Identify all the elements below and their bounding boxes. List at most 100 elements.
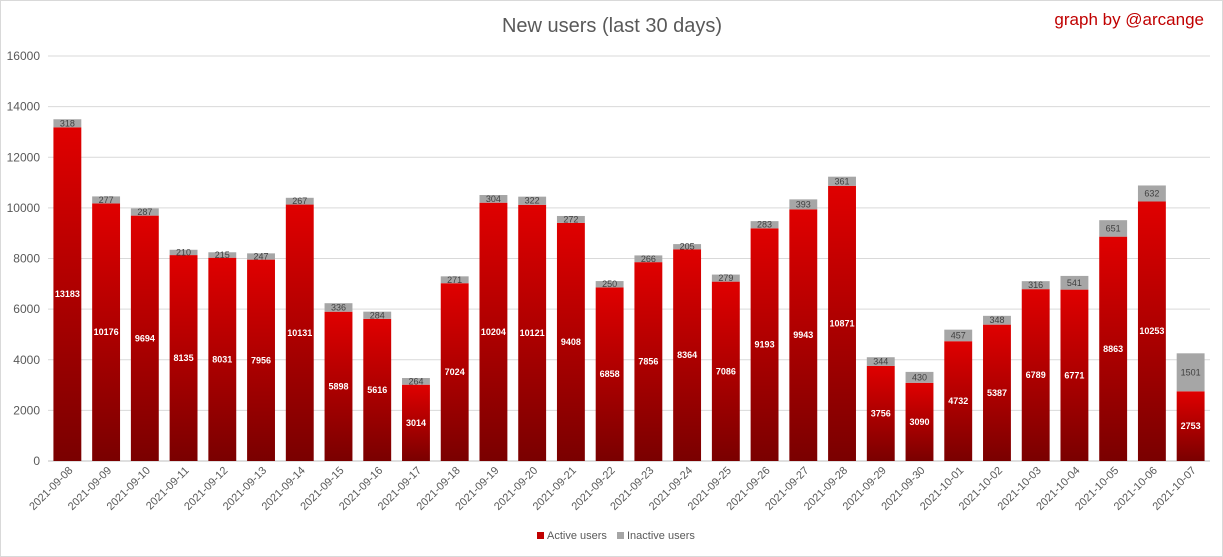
bar-active <box>130 215 159 461</box>
y-tick-label: 2000 <box>13 403 40 417</box>
data-label-inactive: 651 <box>1106 223 1121 233</box>
data-label-active: 7024 <box>445 367 465 377</box>
bar-active <box>285 204 314 461</box>
data-label-active: 3090 <box>909 417 929 427</box>
bar-active <box>518 204 547 461</box>
bar-inactive <box>750 221 779 229</box>
bar-active <box>92 203 121 462</box>
bar-inactive <box>1137 185 1166 202</box>
data-label-inactive: 430 <box>912 372 927 382</box>
gridlines <box>48 55 1210 462</box>
bar-inactive <box>595 281 624 288</box>
data-label-active: 7956 <box>251 355 271 365</box>
data-label-inactive: 279 <box>718 273 733 283</box>
bar-inactive <box>53 119 82 128</box>
bar-inactive <box>285 197 314 205</box>
data-label-active: 7856 <box>638 357 658 367</box>
data-label-active: 3014 <box>406 418 426 428</box>
data-label-inactive: 336 <box>331 302 346 312</box>
bar-inactive <box>944 329 973 342</box>
bar-inactive <box>1021 281 1050 290</box>
bar-active <box>866 365 895 461</box>
data-label-inactive: 632 <box>1144 188 1159 198</box>
data-label-active: 10131 <box>287 328 312 338</box>
bar-inactive <box>711 274 740 282</box>
bar-inactive <box>1060 275 1089 290</box>
data-label-active: 8863 <box>1103 344 1123 354</box>
bar-inactive <box>866 357 895 366</box>
bar-inactive <box>789 199 818 210</box>
data-label-inactive: 348 <box>989 315 1004 325</box>
chart-title: New users (last 30 days) <box>502 15 722 37</box>
data-label-active: 13183 <box>55 289 80 299</box>
bar-inactive <box>169 249 198 256</box>
data-label-inactive: 393 <box>796 199 811 209</box>
bar-active <box>324 311 353 461</box>
data-label-inactive: 287 <box>137 207 152 217</box>
bar-active <box>595 287 624 461</box>
data-label-active: 9408 <box>561 337 581 347</box>
bar-active <box>1021 289 1050 461</box>
bar-active <box>1099 236 1128 461</box>
bar-active <box>828 185 856 461</box>
y-axis: 0 2000 4000 6000 8000 10000 12000 14000 16000 <box>7 49 41 468</box>
bar-active <box>208 257 237 461</box>
data-label-active: 9694 <box>135 333 155 343</box>
data-label-inactive: 322 <box>525 196 540 206</box>
data-label-inactive: 316 <box>1028 280 1043 290</box>
data-label-active: 6858 <box>600 369 620 379</box>
y-tick-label: 6000 <box>13 302 40 316</box>
data-label-inactive: 215 <box>215 250 230 260</box>
data-label-inactive: 344 <box>873 357 888 367</box>
x-axis: 2021-09-082021-09-092021-09-102021-09-11… <box>27 465 1199 513</box>
bar-inactive <box>1099 220 1128 237</box>
data-label-active: 3756 <box>871 408 891 418</box>
bars: 13183 318 10176 277 9694 287 8135 210 8031 215 795… <box>53 118 1205 462</box>
y-tick-label: 8000 <box>13 252 40 266</box>
y-tick-label: 0 <box>33 454 40 468</box>
bar-inactive <box>440 276 469 284</box>
data-label-active: 4732 <box>948 396 968 406</box>
data-label-inactive: 264 <box>408 376 423 386</box>
bar-inactive <box>92 196 121 204</box>
bar-active <box>905 382 934 461</box>
bar-active <box>53 127 82 462</box>
data-label-active: 6789 <box>1026 370 1046 380</box>
data-label-active: 10253 <box>1139 326 1164 336</box>
bar-active <box>247 259 275 461</box>
bar-active <box>789 209 818 461</box>
bar-inactive <box>479 195 508 203</box>
bar-inactive <box>828 176 856 186</box>
bar-active <box>363 318 392 461</box>
bar-inactive <box>1176 353 1205 392</box>
legend-label-inactive: Inactive users <box>627 530 695 542</box>
data-label-inactive: 267 <box>292 196 307 206</box>
bar-active <box>1137 201 1166 461</box>
data-label-active: 9943 <box>793 330 813 340</box>
bar-inactive <box>363 311 392 319</box>
data-label-inactive: 271 <box>447 275 462 285</box>
data-label-inactive: 284 <box>370 310 385 320</box>
data-label-inactive: 457 <box>951 330 966 340</box>
bar-inactive <box>905 371 934 383</box>
bar-inactive <box>208 252 237 258</box>
data-label-inactive: 277 <box>99 195 114 205</box>
data-label-active: 10204 <box>481 327 506 337</box>
bar-active <box>944 341 973 461</box>
legend-label-active: Active users <box>547 530 607 542</box>
data-label-active: 6771 <box>1064 370 1084 380</box>
bar-inactive <box>556 215 585 223</box>
data-label-active: 2753 <box>1181 421 1201 431</box>
bar-inactive <box>130 208 159 216</box>
bar-active <box>1060 289 1089 461</box>
data-label-inactive: 250 <box>602 279 617 289</box>
bar-active <box>634 262 663 461</box>
data-label-inactive: 272 <box>563 214 578 224</box>
bar-active <box>711 281 740 461</box>
legend-swatch-inactive <box>617 532 624 539</box>
bar-active <box>750 228 779 461</box>
data-label-active: 8031 <box>212 354 232 364</box>
bar-inactive <box>402 378 430 385</box>
